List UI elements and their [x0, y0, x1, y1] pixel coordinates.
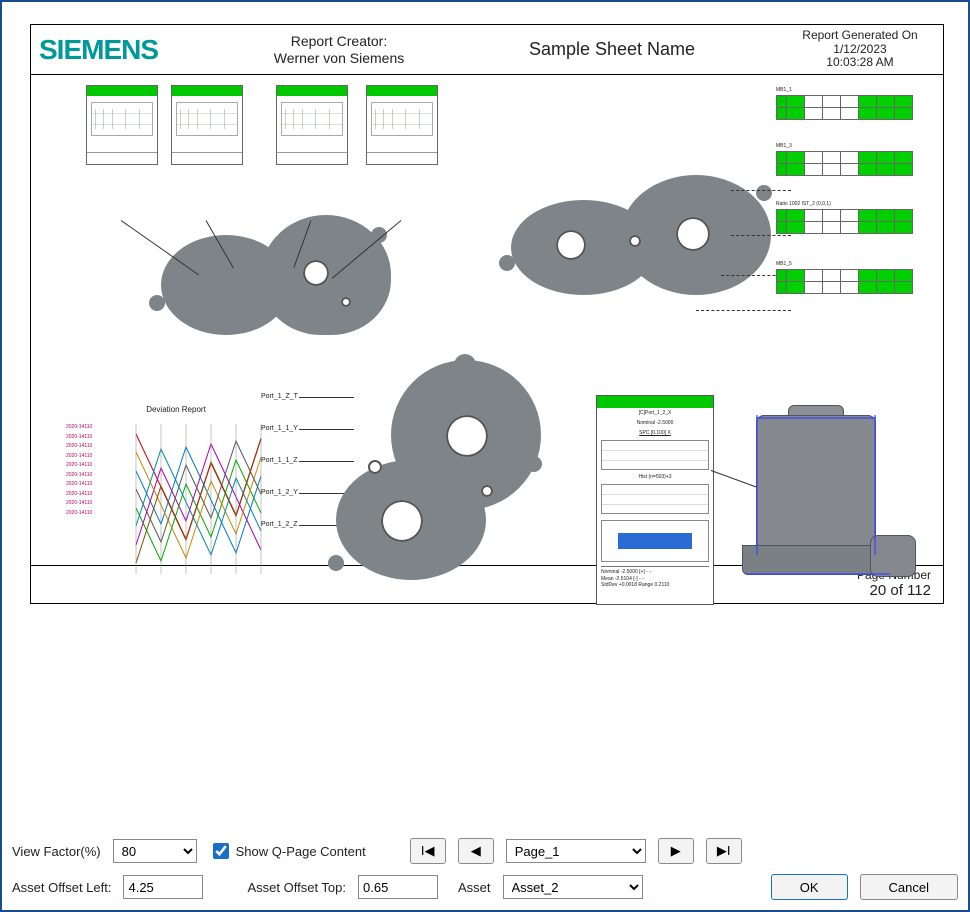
- offset-left-label: Asset Offset Left:: [12, 880, 111, 895]
- asset-select[interactable]: Asset_1Asset_2Asset_3: [503, 875, 643, 899]
- cancel-button[interactable]: Cancel: [860, 874, 958, 900]
- last-icon: ▶I: [717, 843, 731, 859]
- run-chart-1: [601, 440, 709, 470]
- view-factor-select[interactable]: 60708090100: [113, 839, 197, 863]
- report-creator: Report Creator: Werner von Siemens: [239, 33, 439, 65]
- next-icon: ▶: [671, 843, 681, 859]
- port-label: Port_1_Z_T: [261, 393, 298, 400]
- capability-bar: [601, 520, 709, 562]
- run-panel-header: [597, 396, 713, 408]
- mini-trend-chart: [86, 85, 158, 165]
- run-chart-panel: [C]Port_1_2_X Nominal -2.5000 SPC [0.100…: [596, 395, 714, 605]
- run-panel-spc: SPC [0.100] X: [597, 428, 713, 438]
- offset-top-label: Asset Offset Top:: [247, 880, 346, 895]
- nav-prev-button[interactable]: ◀: [458, 838, 494, 864]
- mini-trend-chart: [366, 85, 438, 165]
- run-stats: Nominal -2.5000 [+] - -Mean -2.5104 [-] …: [601, 566, 709, 589]
- callout-table: MB1_3: [776, 143, 913, 176]
- part-top-right: [511, 175, 771, 305]
- mini-trend-chart: [171, 85, 243, 165]
- deviation-title: Deviation Report: [66, 405, 286, 414]
- port-label: Port_1_1_Z: [261, 457, 298, 464]
- asset-label: Asset: [458, 880, 491, 895]
- generated-label: Report Generated On: [785, 29, 935, 43]
- callout-table: Ratio 1002 IST_2 (0,0,1): [776, 201, 913, 234]
- first-icon: I◀: [421, 843, 435, 859]
- run-chart-2: [601, 484, 709, 514]
- mini-trend-chart: [276, 85, 348, 165]
- page-body: MB1_1MB1_3Ratio 1002 IST_2 (0,0,1)MB1_5 …: [31, 75, 943, 565]
- part-cylinder: [726, 405, 916, 595]
- creator-name: Werner von Siemens: [239, 50, 439, 66]
- generated-date: 1/12/2023: [785, 43, 935, 57]
- nav-first-button[interactable]: I◀: [410, 838, 446, 864]
- offset-left-input[interactable]: [123, 875, 203, 899]
- port-label: Port_1_2_Z: [261, 521, 298, 528]
- show-qpage-label: Show Q-Page Content: [209, 840, 366, 862]
- page-header: SIEMENS Report Creator: Werner von Sieme…: [31, 25, 943, 75]
- callout-table: MB1_5: [776, 261, 913, 294]
- prev-icon: ◀: [471, 843, 481, 859]
- show-qpage-checkbox[interactable]: [213, 843, 229, 859]
- generated-time: 10:03:28 AM: [785, 56, 935, 70]
- generated-on: Report Generated On 1/12/2023 10:03:28 A…: [785, 29, 935, 70]
- run-panel-nominal: Nominal -2.5000: [597, 418, 713, 428]
- siemens-logo: SIEMENS: [39, 34, 239, 66]
- part-center-bottom: [336, 360, 546, 590]
- port-label: Port_1_1_Y: [261, 425, 298, 432]
- page-select[interactable]: Page_1Page_2Page_3: [506, 839, 646, 863]
- deviation-plot: [66, 414, 286, 584]
- nav-next-button[interactable]: ▶: [658, 838, 694, 864]
- offset-top-input[interactable]: [358, 875, 438, 899]
- controls: View Factor(%) 60708090100 Show Q-Page C…: [12, 828, 958, 900]
- show-qpage-text: Show Q-Page Content: [236, 844, 366, 859]
- callout-table: MB1_1: [776, 87, 913, 120]
- ok-button[interactable]: OK: [771, 874, 848, 900]
- port-label: Port_1_2_Y: [261, 489, 298, 496]
- creator-label: Report Creator:: [239, 33, 439, 49]
- deviation-chart: Deviation Report 2020-141102020-14110202…: [66, 405, 286, 605]
- view-factor-label: View Factor(%): [12, 844, 101, 859]
- sheet-name: Sample Sheet Name: [439, 39, 785, 60]
- nav-last-button[interactable]: ▶I: [706, 838, 742, 864]
- run-panel-title: [C]Port_1_2_X: [597, 408, 713, 418]
- part-top-left: [161, 215, 391, 345]
- run-panel-hist: Hist (n=503)+3: [597, 472, 713, 482]
- report-page: SIEMENS Report Creator: Werner von Sieme…: [30, 24, 944, 604]
